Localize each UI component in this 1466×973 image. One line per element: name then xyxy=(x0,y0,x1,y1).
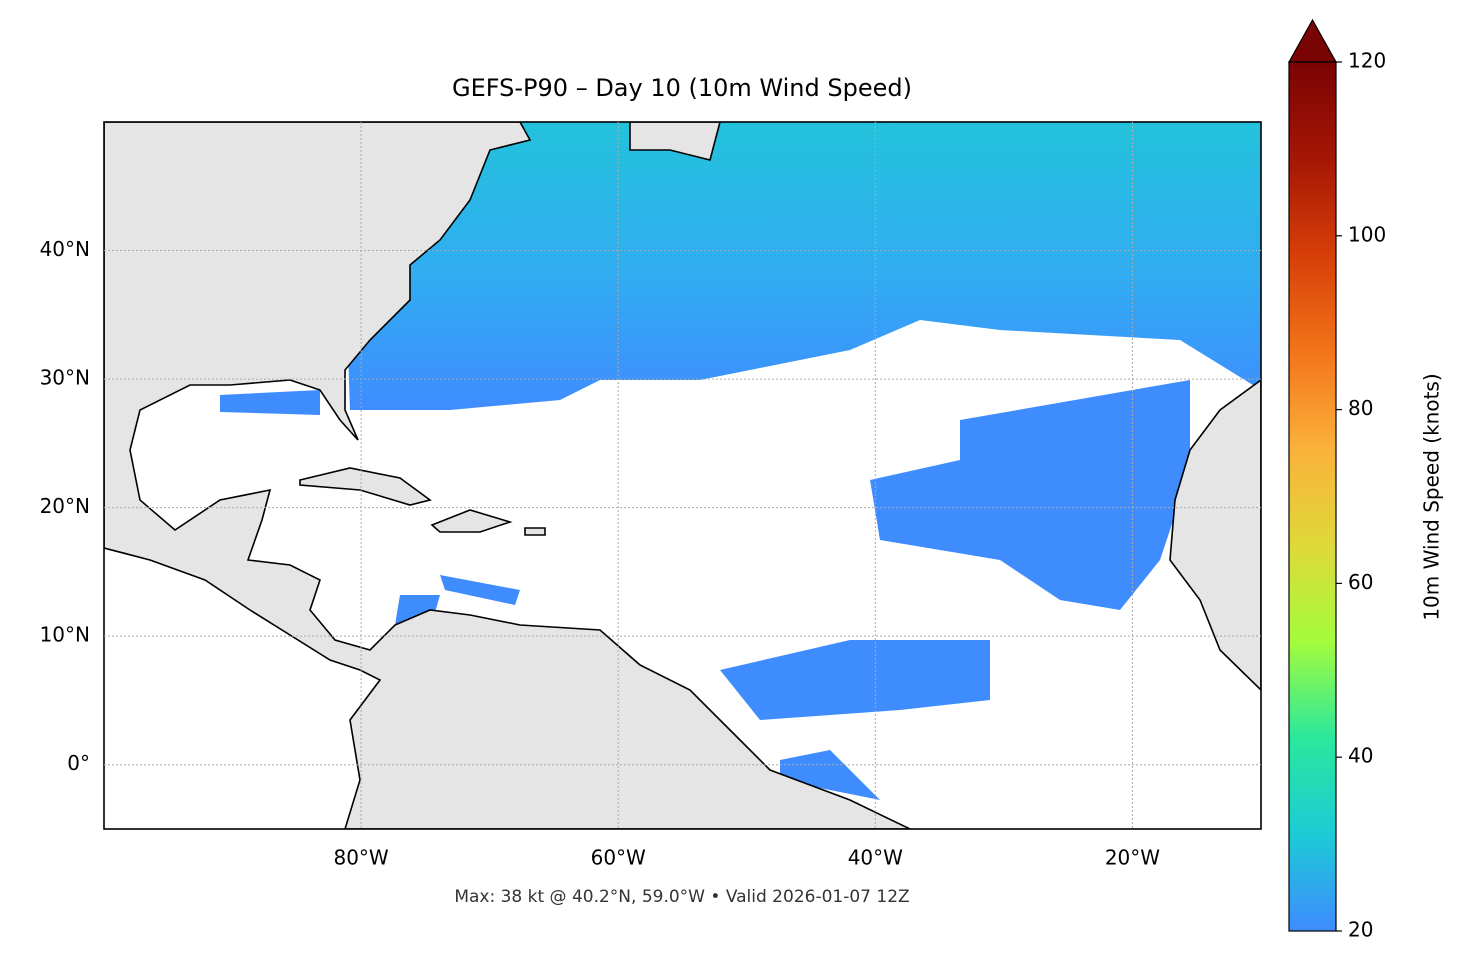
x-tick-label: 80°W xyxy=(333,846,388,870)
map-frame xyxy=(103,121,1262,830)
map-body xyxy=(104,122,1261,829)
x-tick-label: 60°W xyxy=(591,846,646,870)
land xyxy=(524,527,546,536)
colorbar xyxy=(1288,61,1337,932)
wind-field xyxy=(780,750,880,800)
footer-note: Max: 38 kt @ 40.2°N, 59.0°W • Valid 2026… xyxy=(454,887,909,907)
land xyxy=(104,122,911,829)
y-tick-label: 40°N xyxy=(40,237,90,261)
y-tick-label: 30°N xyxy=(40,366,90,390)
colorbar-label: 10m Wind Speed (knots) xyxy=(1420,373,1444,620)
land xyxy=(1169,379,1261,692)
colorbar-tick-label: 60 xyxy=(1348,570,1373,594)
y-tick-label: 0° xyxy=(67,751,90,775)
wind-field xyxy=(870,380,1190,610)
x-tick-label: 40°W xyxy=(848,846,903,870)
colorbar-tick-label: 80 xyxy=(1348,396,1373,420)
colorbar-tick-label: 100 xyxy=(1348,222,1386,246)
land xyxy=(629,122,721,161)
land xyxy=(299,467,432,506)
colorbar-extend xyxy=(1287,18,1338,63)
map-title: GEFS-P90 – Day 10 (10m Wind Speed) xyxy=(452,74,912,102)
wind-field xyxy=(440,575,520,605)
y-tick-label: 10°N xyxy=(40,623,90,647)
colorbar-tick-label: 40 xyxy=(1348,744,1373,768)
land xyxy=(430,509,513,533)
colorbar-tick-label: 120 xyxy=(1348,49,1386,73)
wind-field xyxy=(340,122,1261,410)
wind-field xyxy=(720,640,990,720)
x-tick-label: 20°W xyxy=(1105,846,1160,870)
colorbar-tick-label: 20 xyxy=(1348,918,1373,942)
wind-field xyxy=(220,390,320,415)
y-tick-label: 20°N xyxy=(40,494,90,518)
